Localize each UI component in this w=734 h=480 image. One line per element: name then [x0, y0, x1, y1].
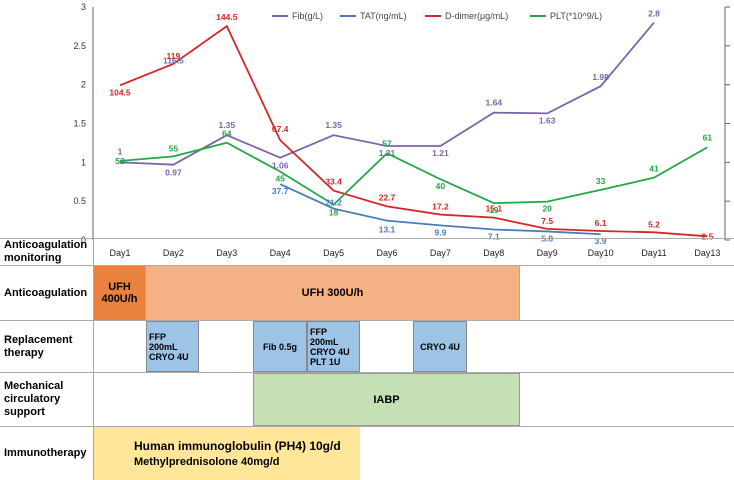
block-ufh-300: UFH 300U/h [146, 266, 520, 320]
row-label-replacement: Replacement therapy [4, 333, 73, 359]
data-label: 52 [115, 156, 125, 166]
data-label: 19 [489, 205, 499, 215]
data-label: 6.1 [595, 218, 607, 228]
block-ffp-cryo-day2: FFP 200mL CRYO 4U [146, 321, 199, 372]
table-top-border [0, 238, 734, 239]
x-tick-label: Day3 [216, 248, 238, 258]
data-label: 116.5 [163, 56, 184, 66]
x-tick-label: Day4 [269, 248, 291, 258]
x-tick-label: Day10 [587, 248, 614, 258]
data-label: 1.21 [432, 148, 449, 158]
x-tick-label: Day6 [376, 248, 398, 258]
data-label: 7.5 [541, 216, 553, 226]
data-label: 1.35 [219, 120, 236, 130]
row-label-anticoagulation: Anticoagulation [4, 286, 88, 299]
row-divider [0, 265, 734, 266]
series-line [119, 24, 708, 238]
data-label: 1.06 [272, 161, 289, 171]
data-label: 64 [222, 129, 232, 139]
data-label: 9.9 [434, 227, 446, 237]
label-column-divider [93, 238, 94, 480]
data-labels: 1 0.97 1.35 1.06 1.35 1.21 1.21 1.64 1.63 1.98 2.8… [109, 9, 713, 245]
y-tick-label: 3 [81, 2, 86, 12]
x-tick-label: Day5 [323, 248, 345, 258]
block-ffp-cryo-plt-day5: FFP 200mL CRYO 4U PLT 1U [307, 321, 360, 372]
legend: Fib(g/L) TAT(ng/mL) D-dimer(μg/mL) PLT(*10^… [272, 11, 602, 21]
data-label: 1 [118, 146, 123, 156]
row-label-immunotherapy: Immunotherapy [4, 447, 87, 459]
data-label: 17.2 [432, 202, 449, 212]
series-line [119, 21, 655, 166]
x-tick-label: Day8 [483, 248, 505, 258]
data-label: 1.64 [486, 98, 503, 108]
data-label: 37.7 [272, 186, 289, 196]
line-chart: 00.511.522.53 10.971.351.061.351.21 1.211… [73, 2, 730, 245]
data-label: 45 [275, 174, 285, 184]
data-label: 2.8 [648, 9, 660, 19]
y-tick-label: 1 [81, 157, 86, 167]
series-line [119, 141, 708, 206]
x-tick-label: Day13 [694, 248, 721, 258]
data-label: 1.35 [325, 120, 342, 130]
y-tick-label: 1.5 [73, 119, 86, 129]
block-iabp: IABP [253, 373, 520, 426]
y-tick-label: 0.5 [73, 196, 86, 206]
x-tick-label: Day11 [641, 248, 667, 258]
series-lines [119, 21, 708, 238]
data-label: 40 [436, 181, 446, 191]
row-divider [0, 372, 734, 373]
y-axis-left: 0 0.5 1 1.5 2 2.5 3 [73, 2, 94, 245]
data-label: 67.4 [272, 124, 289, 134]
row-divider [0, 426, 734, 427]
row-label-monitoring: Anticoagulation monitoring [4, 239, 88, 264]
data-label: 3.9 [595, 236, 607, 245]
data-label: 41 [649, 164, 659, 174]
data-label: 33.4 [325, 177, 342, 187]
data-label: 1.21 [379, 148, 396, 158]
row-divider [0, 320, 734, 321]
x-tick-label: Day1 [109, 248, 131, 258]
block-ufh-400: UFH 400U/h [94, 266, 146, 320]
series-line [279, 183, 601, 236]
data-label: 7.1 [488, 231, 500, 241]
x-tick-label: Day9 [536, 248, 558, 258]
x-tick-label: Day7 [429, 248, 451, 258]
block-cryo-day7: CRYO 4U [413, 321, 467, 372]
y-tick-label: 2.5 [73, 41, 86, 51]
block-fib-day4: Fib 0.5g [253, 321, 307, 372]
data-label: 5.2 [648, 219, 660, 229]
data-label: 18 [329, 208, 339, 218]
data-label: 21.2 [325, 198, 342, 208]
block-immunotherapy: Human immunoglobulin (PH4) 10g/d Methylp… [94, 427, 360, 480]
data-label: 119 [167, 51, 181, 61]
data-label: 22.7 [379, 192, 396, 202]
row-label-mcs: Mechanical circulatory support [4, 380, 64, 418]
data-label: 61 [703, 132, 713, 142]
data-label: 20 [542, 204, 552, 214]
y-tick-label: 0 [81, 235, 86, 245]
immuno-line-2: Methylprednisolone 40mg/d [134, 456, 280, 468]
data-label: 57 [382, 138, 392, 148]
data-label: 15.1 [486, 204, 503, 214]
data-label: 1.98 [592, 72, 609, 82]
data-label: 13.1 [379, 225, 396, 235]
data-label: 1.63 [539, 115, 556, 125]
legend-entry: PLT(*10^9/L) [550, 11, 602, 21]
data-label: 0.97 [165, 168, 182, 178]
legend-entry: TAT(ng/mL) [360, 11, 407, 21]
y-axis-right [724, 6, 730, 241]
y-tick-label: 2 [81, 80, 86, 90]
immuno-line-1: Human immunoglobulin (PH4) 10g/d [134, 439, 341, 453]
data-label: 2.5 [701, 231, 713, 241]
legend-entry: Fib(g/L) [292, 11, 323, 21]
x-tick-label: Day2 [162, 248, 184, 258]
data-label: 33 [596, 176, 606, 186]
data-label: 104.5 [109, 87, 131, 97]
data-label: 144.5 [216, 12, 238, 22]
data-label: 55 [169, 143, 179, 153]
legend-entry: D-dimer(μg/mL) [445, 11, 508, 21]
